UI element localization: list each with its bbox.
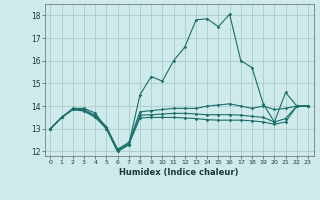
X-axis label: Humidex (Indice chaleur): Humidex (Indice chaleur): [119, 168, 239, 177]
